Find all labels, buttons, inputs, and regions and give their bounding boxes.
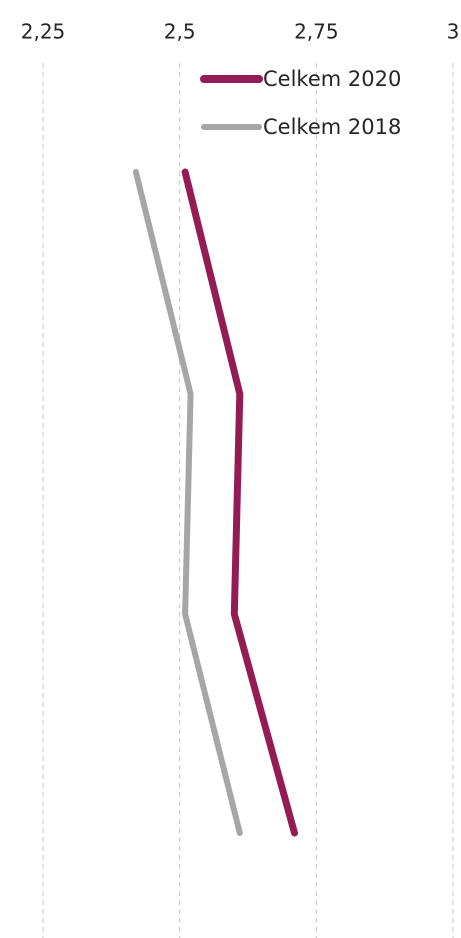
series-line-1 bbox=[132, 169, 243, 836]
series-lines bbox=[132, 168, 298, 837]
x-tick-label-2: 2,75 bbox=[294, 20, 339, 44]
legend-label-0: Celkem 2020 bbox=[263, 67, 401, 91]
legend: Celkem 2020 Celkem 2018 bbox=[200, 67, 401, 139]
x-axis-tick-labels: 2,25 2,5 2,75 3 bbox=[21, 20, 460, 44]
gridlines bbox=[42, 63, 454, 938]
x-tick-label-3: 3 bbox=[447, 20, 460, 44]
x-tick-label-1: 2,5 bbox=[164, 20, 196, 44]
series-line-0 bbox=[181, 168, 298, 837]
x-tick-label-0: 2,25 bbox=[21, 20, 66, 44]
legend-label-1: Celkem 2018 bbox=[263, 115, 401, 139]
